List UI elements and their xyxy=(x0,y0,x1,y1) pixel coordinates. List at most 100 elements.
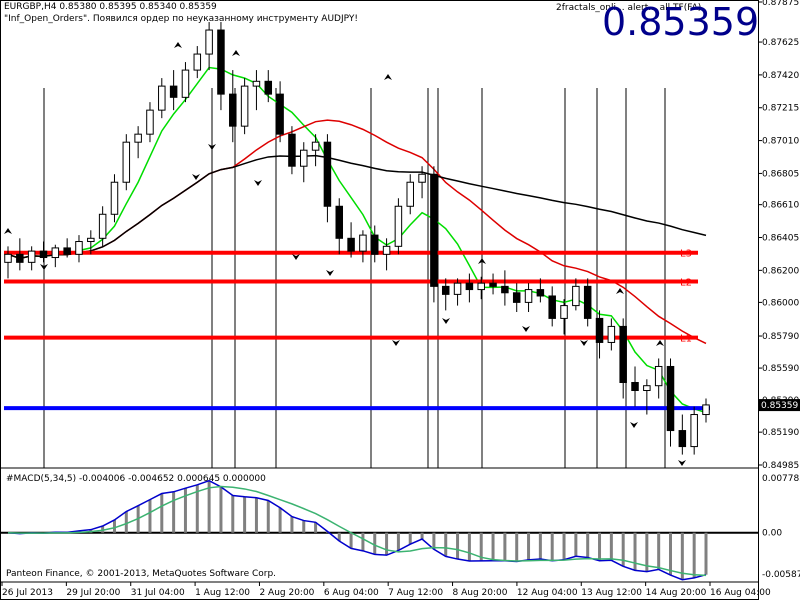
candle-body xyxy=(489,282,497,287)
candle-body xyxy=(501,285,509,294)
fractal-down-icon xyxy=(254,180,262,186)
candle-body xyxy=(122,141,131,183)
time-tick-label: 12 Aug 04:00 xyxy=(517,588,578,598)
copyright: Panteon Finance, © 2001-2013, MetaQuotes… xyxy=(6,569,277,579)
symbol-info: EURGBP,H4 0.85380 0.85395 0.85340 0.8535… xyxy=(4,2,217,12)
candle-body xyxy=(465,282,474,291)
candle-body xyxy=(252,80,261,87)
time-tick-label: 16 Aug 04:00 xyxy=(710,588,771,598)
candle-body xyxy=(63,247,71,255)
price-tick-label: 0.86805 xyxy=(762,169,799,179)
candlesticks xyxy=(4,22,710,455)
time-tick-label: 14 Aug 20:00 xyxy=(646,588,707,598)
candle-body xyxy=(39,250,48,259)
candle-body xyxy=(453,282,462,295)
fractal-down-icon xyxy=(40,264,48,270)
candle-body xyxy=(418,173,426,183)
candle-body xyxy=(631,381,639,392)
candle-body xyxy=(311,141,320,151)
candle-body xyxy=(666,365,675,432)
current-price-marker xyxy=(759,399,800,412)
fractal-up-icon xyxy=(232,50,240,56)
fractal-down-icon xyxy=(208,144,216,150)
time-tick-label: 7 Aug 12:00 xyxy=(388,588,443,598)
fractal-up-icon xyxy=(174,42,182,48)
price-tick-label: 0.87625 xyxy=(762,38,799,48)
time-tick-label: 13 Aug 12:00 xyxy=(581,588,642,598)
candle-body xyxy=(323,141,332,207)
fractal-down-icon xyxy=(630,422,638,428)
fractal-down-icon xyxy=(678,460,686,466)
price-tick-label: 0.87420 xyxy=(762,71,799,81)
price-tick-label: 0.86610 xyxy=(762,201,799,211)
candle-body xyxy=(702,404,710,416)
candle-body xyxy=(75,241,83,255)
candle-body xyxy=(347,237,355,252)
alert-text: "Inf_Open_Orders". Появился ордер по неу… xyxy=(4,14,358,24)
candle-body xyxy=(217,29,225,95)
candle-body xyxy=(370,234,379,255)
big-price-display: 0.85359 xyxy=(602,0,760,44)
candle-body xyxy=(690,414,698,448)
fractal-vertical-lines xyxy=(43,88,666,468)
candle-body xyxy=(335,205,344,239)
level-label-L2: L2 xyxy=(680,278,692,289)
candle-body xyxy=(16,253,24,263)
price-tick-label: 0.85190 xyxy=(762,428,799,438)
ma-slow-line xyxy=(7,154,707,260)
candle-body xyxy=(441,285,450,295)
price-tick-label: 0.85590 xyxy=(762,364,799,374)
fractal-up-icon xyxy=(384,74,392,80)
time-tick-label: 31 Jul 04:00 xyxy=(131,588,185,598)
time-tick-label: 1 Aug 12:00 xyxy=(195,588,250,598)
candle-body xyxy=(158,85,166,111)
candle-body xyxy=(193,53,202,71)
fractal-down-icon xyxy=(392,340,400,346)
time-tick-label: 29 Jul 20:00 xyxy=(66,588,120,598)
candle-body xyxy=(643,385,651,392)
fractal-down-icon xyxy=(580,340,588,346)
candle-body xyxy=(382,245,391,255)
candle-body xyxy=(134,133,142,143)
candle-body xyxy=(205,29,213,55)
current-price-label: 0.85359 xyxy=(761,401,798,411)
time-tick-label: 2 Aug 20:00 xyxy=(259,588,314,598)
candle-body xyxy=(51,247,60,259)
time-tick-label: 6 Aug 04:00 xyxy=(324,588,379,598)
time-tick-label: 26 Jul 2013 xyxy=(2,588,53,598)
candle-body xyxy=(607,325,616,343)
time-tick-label: 8 Aug 20:00 xyxy=(453,588,508,598)
candle-body xyxy=(560,305,568,319)
macd-tick-label: 0.00 xyxy=(762,529,782,539)
candle-body xyxy=(430,173,438,287)
candle-body xyxy=(146,109,154,135)
candle-body xyxy=(240,85,249,127)
candle-body xyxy=(169,85,178,98)
candle-body xyxy=(229,93,237,127)
candle-body xyxy=(98,213,107,239)
fractal-up-icon xyxy=(616,288,624,294)
candle-body xyxy=(4,253,12,263)
candle-body xyxy=(27,250,36,263)
price-tick-label: 0.87010 xyxy=(762,137,799,147)
candle-body xyxy=(359,234,367,252)
candle-body xyxy=(87,237,95,243)
candle-body xyxy=(654,365,663,387)
candle-body xyxy=(583,285,592,319)
candle-body xyxy=(477,282,485,291)
candle-body xyxy=(264,80,273,95)
candle-body xyxy=(300,149,308,167)
candle-body xyxy=(288,133,296,167)
fractal-down-icon xyxy=(326,270,334,276)
macd-tick-label: -0.005878 xyxy=(762,570,800,580)
candle-body xyxy=(394,205,403,247)
fractal-up-icon xyxy=(478,258,486,264)
fractal-down-icon xyxy=(522,326,530,332)
candle-body xyxy=(548,295,556,319)
fractal-arrows xyxy=(4,42,686,466)
fractal-down-icon xyxy=(292,254,300,260)
price-tick-label: 0.84985 xyxy=(762,461,799,471)
